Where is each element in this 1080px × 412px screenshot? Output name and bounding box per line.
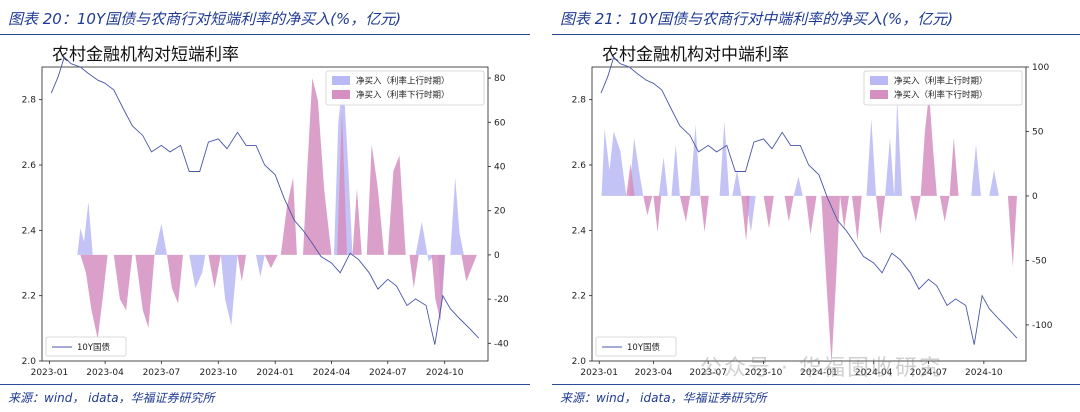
- legend-box: [325, 70, 485, 106]
- y-left-tick-label: 2.6: [22, 161, 37, 171]
- figure-title: 图表 21：10Y国债与农商行对中端利率的净买入(%，亿元): [560, 10, 954, 28]
- y-right-tick-label: 0: [1032, 192, 1038, 202]
- net-buy-down-area: [80, 78, 477, 339]
- bond-10y-line: [600, 56, 1018, 345]
- y-left-tick-label: 2.8: [572, 96, 587, 106]
- source-note: 来源：wind， idata，华福证券研究所: [8, 391, 215, 405]
- x-tick-label: 2023-04: [635, 368, 673, 378]
- net-buy-up-area: [77, 78, 464, 326]
- x-tick-label: 2023-10: [745, 368, 783, 378]
- net-buy-down-area: [626, 92, 1017, 364]
- y-right-tick-label: 100: [1032, 63, 1049, 73]
- x-tick-label: 2023-10: [199, 368, 237, 378]
- y-right-tick-label: 40: [494, 162, 506, 172]
- chart-left: 农村金融机构对短端利率 2.0 2.2 2.4 2.6 2.8 -40 -20 0 20 40 60 8…: [22, 45, 509, 378]
- y-left-tick-label: 2.4: [572, 226, 587, 236]
- x-tick-label: 2023-04: [86, 368, 124, 378]
- x-tick-label: 2024-07: [369, 368, 407, 378]
- chart-right: 农村金融机构对中端利率 2.0 2.2 2.4 2.6 2.8 -100 -50 0 50 100 2…: [572, 45, 1053, 378]
- x-tick-label: 2024-01: [800, 368, 838, 378]
- y-left-tick-label: 2.0: [572, 357, 587, 367]
- line-legend-box: [45, 336, 127, 357]
- top-rule: [0, 34, 530, 35]
- bottom-rule: [552, 384, 1080, 385]
- line-legend-label: 10Y国债: [77, 342, 111, 353]
- y-left-tick-label: 2.2: [572, 292, 586, 302]
- y-left-tick-label: 2.4: [22, 226, 37, 236]
- figure-title: 图表 20：10Y国债与农商行对短端利率的净买入(%，亿元): [8, 10, 402, 28]
- plot-frame: [41, 66, 489, 362]
- legend-label: 净买入（利率下行时期）: [894, 90, 988, 101]
- y-right-tick-label: 50: [1032, 127, 1044, 137]
- y-left-tick-label: 2.8: [22, 96, 37, 106]
- panel-right: 图表 21：10Y国债与农商行对中端利率的净买入(%，亿元) 农村金融机构对中端…: [552, 0, 1080, 412]
- y-right-tick-label: -20: [494, 295, 509, 305]
- legend-label: 净买入（利率上行时期）: [894, 76, 988, 87]
- bond-10y-line: [50, 56, 480, 345]
- legend-box: [863, 70, 1023, 106]
- x-tick-label: 2024-04: [855, 368, 893, 378]
- chart-title: 农村金融机构对短端利率: [52, 45, 239, 65]
- x-tick-label: 2023-01: [580, 368, 618, 378]
- legend-swatch: [870, 90, 888, 99]
- legend-swatch: [870, 76, 888, 85]
- legend-label: 净买入（利率下行时期）: [356, 90, 450, 101]
- x-tick-label: 2024-01: [256, 368, 294, 378]
- y-left-tick-label: 2.2: [22, 292, 36, 302]
- x-tick-label: 2024-10: [965, 368, 1003, 378]
- y-right-tick-label: 80: [494, 74, 506, 84]
- x-tick-label: 2023-07: [143, 368, 181, 378]
- y-right-tick-label: -100: [1032, 321, 1053, 331]
- x-tick-label: 2023-01: [31, 368, 69, 378]
- chart-title: 农村金融机构对中端利率: [602, 45, 789, 65]
- y-right-tick-label: 60: [494, 118, 506, 128]
- y-left-tick-label: 2.6: [572, 161, 587, 171]
- panel-left: 图表 20：10Y国债与农商行对短端利率的净买入(%，亿元) 农村金融机构对短端…: [0, 0, 530, 412]
- line-legend-box: [595, 336, 677, 357]
- net-buy-up-area: [601, 99, 999, 233]
- y-right-tick-label: -40: [494, 339, 509, 349]
- y-right-tick-label: 0: [494, 251, 500, 261]
- y-left-tick-label: 2.0: [22, 357, 37, 367]
- line-legend-label: 10Y国债: [627, 342, 661, 353]
- x-tick-label: 2024-04: [313, 368, 351, 378]
- legend-label: 净买入（利率上行时期）: [356, 76, 450, 87]
- watermark: 公众号 · 华福固收研究: [700, 356, 943, 381]
- y-right-tick-label: -50: [1032, 256, 1047, 266]
- legend-swatch: [332, 90, 350, 99]
- x-tick-label: 2023-07: [689, 368, 727, 378]
- source-note: 来源：wind， idata，华福证券研究所: [560, 391, 767, 405]
- y-right-tick-label: 20: [494, 207, 506, 217]
- top-rule: [552, 34, 1080, 35]
- legend-swatch: [332, 76, 350, 85]
- x-tick-label: 2024-07: [910, 368, 948, 378]
- plot-frame: [591, 66, 1027, 362]
- x-tick-label: 2024-10: [426, 368, 464, 378]
- bottom-rule: [0, 384, 530, 385]
